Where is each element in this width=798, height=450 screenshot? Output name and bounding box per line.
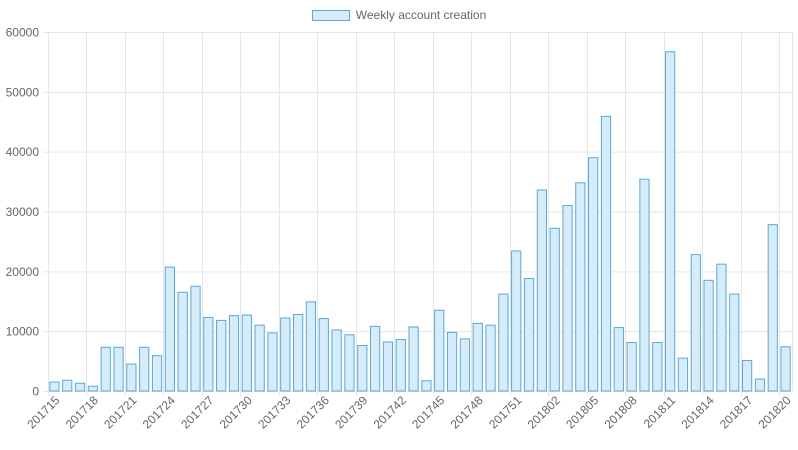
x-tick-label: 201820 xyxy=(755,393,793,431)
bar xyxy=(49,381,60,392)
bar xyxy=(511,250,522,392)
bar xyxy=(267,332,278,392)
bar xyxy=(203,316,214,392)
bar xyxy=(395,339,406,392)
bar xyxy=(126,363,137,392)
x-tick-label: 201721 xyxy=(101,393,139,431)
x-tick-label: 201739 xyxy=(332,393,370,431)
x-tick-label: 201805 xyxy=(563,393,601,431)
bar xyxy=(139,346,150,392)
bar xyxy=(216,319,227,392)
bar xyxy=(331,329,342,392)
bar xyxy=(241,314,252,392)
bar xyxy=(767,224,778,392)
bar xyxy=(254,324,265,392)
bar xyxy=(408,326,419,392)
y-tick-label: 20000 xyxy=(6,265,40,279)
bar xyxy=(600,115,612,392)
bar xyxy=(459,338,471,392)
legend-label: Weekly account creation xyxy=(355,8,487,22)
x-tick-label: 201733 xyxy=(255,393,293,431)
bar xyxy=(780,346,791,392)
bar xyxy=(472,322,483,392)
bar xyxy=(434,309,445,392)
y-tick-label: 60000 xyxy=(6,26,40,40)
bar xyxy=(485,324,496,392)
x-tick-label: 201715 xyxy=(24,393,62,431)
bar xyxy=(716,263,727,392)
y-tick-label: 50000 xyxy=(6,85,40,99)
bar xyxy=(318,318,329,392)
x-tick-label: 201745 xyxy=(409,393,447,431)
bar xyxy=(729,293,740,392)
bar xyxy=(177,291,188,392)
x-tick-label: 201730 xyxy=(217,393,255,431)
bar xyxy=(665,51,676,392)
bar xyxy=(344,334,355,392)
bar xyxy=(446,331,458,392)
bar xyxy=(741,359,753,392)
y-tick-label: 30000 xyxy=(6,205,40,219)
x-tick-label: 201727 xyxy=(178,393,216,431)
bar xyxy=(87,385,99,392)
y-tick-label: 0 xyxy=(32,385,39,399)
x-tick-label: 201802 xyxy=(525,393,563,431)
bar xyxy=(100,346,111,392)
bar xyxy=(113,346,124,392)
bar xyxy=(639,178,650,392)
x-tick-label: 201817 xyxy=(717,393,755,431)
x-tick-label: 201751 xyxy=(486,393,524,431)
bar xyxy=(151,355,163,392)
x-tick-label: 201811 xyxy=(641,393,679,431)
bar xyxy=(626,342,637,392)
bar xyxy=(498,293,509,392)
bar xyxy=(575,182,586,392)
bar xyxy=(754,378,766,392)
bar xyxy=(588,157,599,392)
bar xyxy=(164,266,175,392)
bar xyxy=(549,227,560,392)
legend-swatch xyxy=(311,9,350,21)
x-tick-label: 201814 xyxy=(679,393,717,431)
bar xyxy=(536,189,547,392)
x-tick-label: 201742 xyxy=(371,393,409,431)
bar xyxy=(652,342,663,392)
bar xyxy=(421,380,432,392)
bar xyxy=(293,313,304,392)
bar xyxy=(62,379,73,392)
x-tick-label: 201718 xyxy=(63,393,101,431)
bar xyxy=(280,317,291,392)
x-tick-label: 201736 xyxy=(294,393,332,431)
bar xyxy=(703,279,714,392)
x-tick-label: 201724 xyxy=(140,393,178,431)
bar xyxy=(305,301,317,392)
bar xyxy=(690,254,701,392)
bar xyxy=(190,285,201,392)
bar xyxy=(382,341,394,392)
legend[interactable]: Weekly account creation xyxy=(0,8,798,24)
bar xyxy=(74,382,86,392)
y-tick-label: 10000 xyxy=(6,325,40,339)
bar xyxy=(562,205,573,392)
bar xyxy=(369,325,381,392)
x-tick-label: 201748 xyxy=(448,393,486,431)
bar xyxy=(228,315,240,392)
x-tick-label: 201808 xyxy=(602,393,640,431)
bar xyxy=(677,357,689,392)
y-tick-label: 40000 xyxy=(6,145,40,159)
bar xyxy=(523,278,535,392)
bar xyxy=(357,345,368,392)
bar xyxy=(613,327,624,392)
